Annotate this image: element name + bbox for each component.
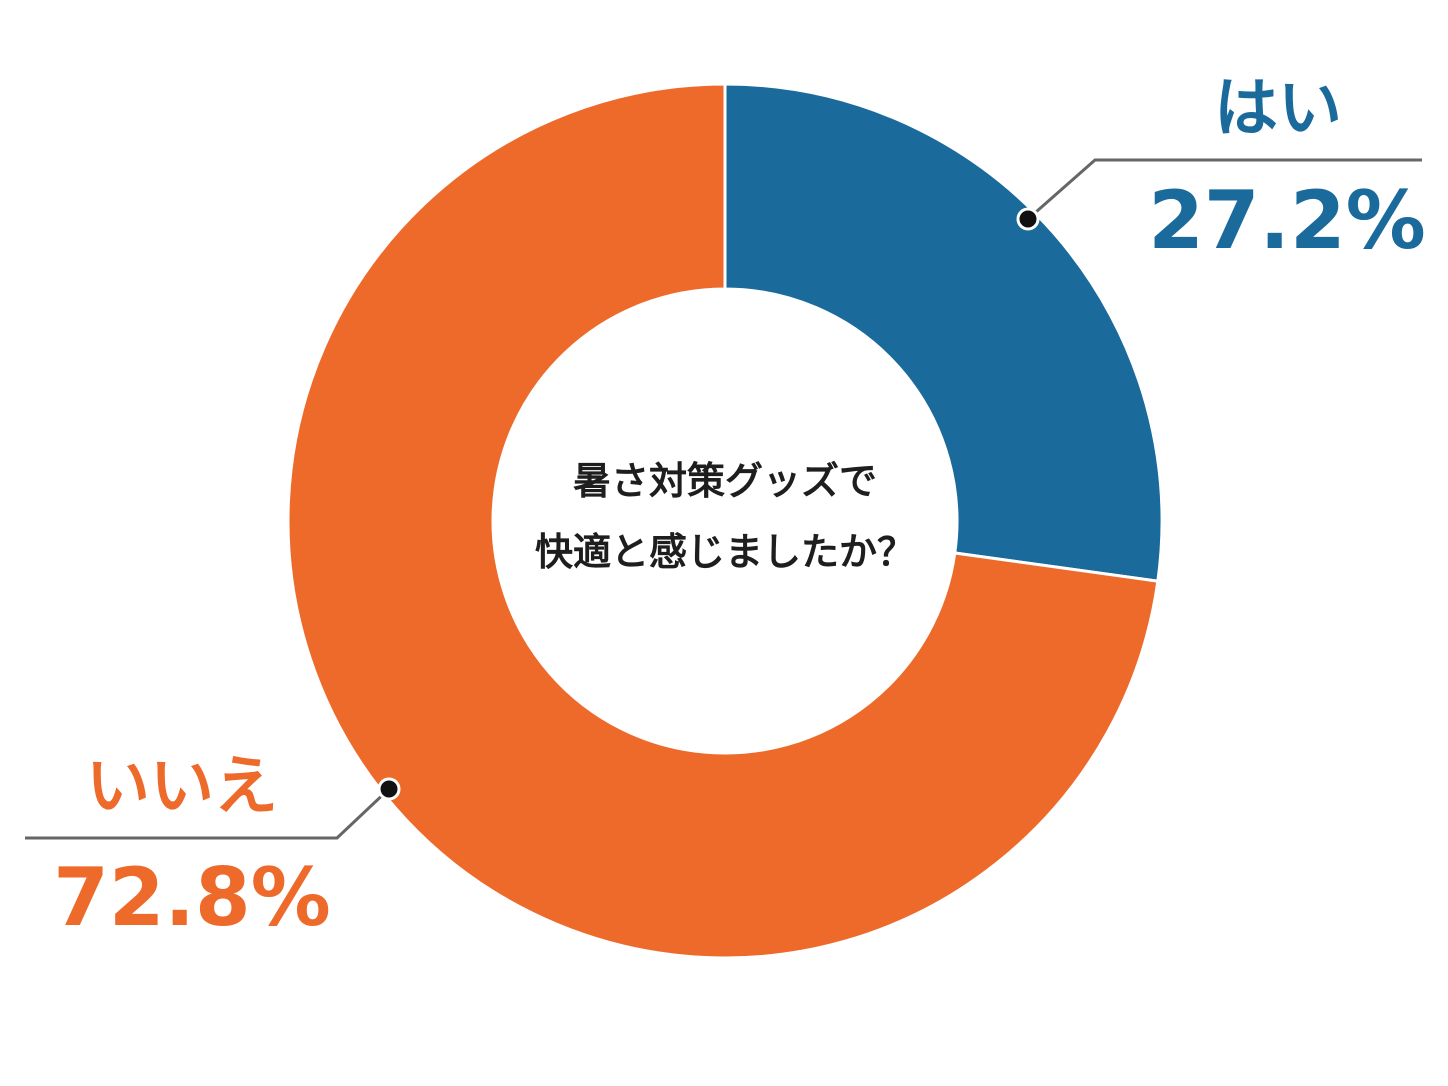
- slice-label-no: いいえ: [86, 750, 278, 824]
- slice-label-yes: はい: [1214, 72, 1342, 146]
- center-question: 暑さ対策グッズで 快適と感じましたか？: [535, 459, 915, 574]
- leader-dot-no: [377, 777, 401, 801]
- leader-dot-yes: [1016, 207, 1040, 231]
- labels-group: はい 27.2% いいえ 72.8%: [53, 72, 1426, 944]
- leader-line-yes: [1027, 158, 1422, 221]
- leader-line-no: [25, 787, 391, 840]
- slice-no: [286, 82, 1160, 960]
- center-question-line-2: 快適と感じましたか？: [535, 530, 915, 574]
- slice-value-no: 72.8%: [53, 851, 331, 944]
- slices-group: [286, 82, 1164, 960]
- slice-value-yes: 27.2%: [1148, 174, 1426, 267]
- leader-lines-group: [25, 158, 1422, 840]
- slice-yes: [723, 82, 1164, 583]
- center-question-line-1: 暑さ対策グッズで: [573, 459, 877, 503]
